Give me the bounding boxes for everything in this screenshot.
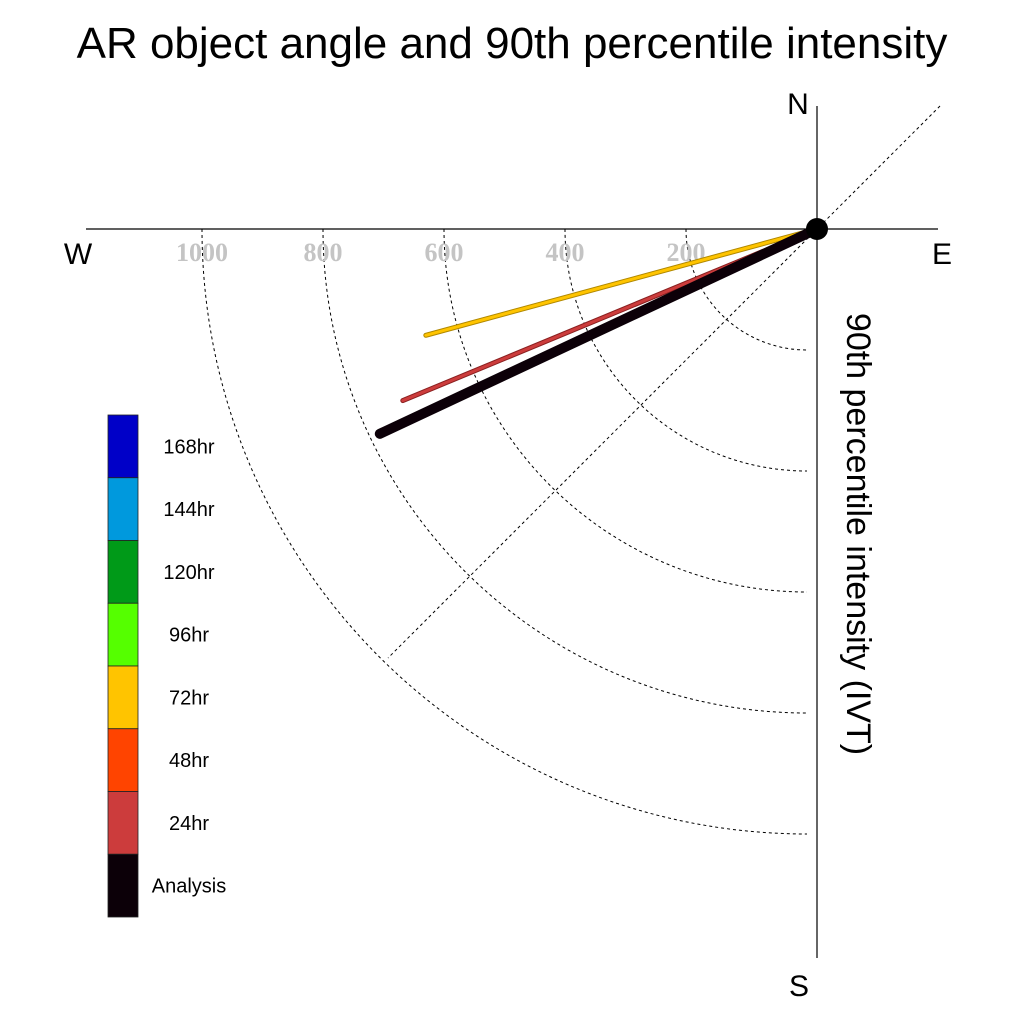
radial-tick-label: 1000 — [176, 238, 228, 267]
legend-swatch — [107, 477, 139, 541]
legend: 168hr 144hr 120hr 96hr 72hr 48hr 24hr Analysis — [107, 414, 226, 918]
grid-diagonal — [387, 105, 941, 659]
legend-label: 24hr — [169, 813, 209, 835]
legend-swatch — [107, 540, 139, 604]
legend-swatch — [107, 791, 139, 855]
compass-east-label: E — [932, 238, 952, 271]
compass-west-label: W — [64, 238, 93, 271]
series-vector — [424, 227, 819, 337]
legend-label: 144hr — [163, 499, 214, 521]
grid-arc — [443, 228, 808, 593]
grid-layer — [201, 105, 941, 835]
radial-tick-label: 400 — [546, 238, 585, 267]
origin-marker — [806, 218, 828, 240]
radial-tick-label: 800 — [304, 238, 343, 267]
grid-arc — [322, 228, 808, 714]
legend-label: 72hr — [169, 687, 209, 709]
y-axis-label: 90th percentile intensity (IVT) — [839, 313, 877, 755]
legend-swatch — [107, 602, 139, 667]
grid-arc — [201, 228, 808, 835]
legend-label: Analysis — [152, 876, 226, 898]
compass-south-label: S — [789, 970, 809, 1003]
legend-label: 96hr — [169, 625, 209, 647]
grid-arc — [564, 228, 808, 472]
legend-label: 48hr — [169, 750, 209, 772]
legend-swatch — [107, 853, 139, 918]
legend-label: 120hr — [163, 562, 214, 584]
legend-swatch — [107, 414, 139, 479]
legend-label: 168hr — [163, 436, 214, 458]
grid-arc — [685, 228, 808, 351]
series-layer — [374, 224, 822, 439]
legend-swatch — [107, 665, 139, 730]
compass-north-label: N — [787, 88, 809, 121]
radial-tick-label: 600 — [425, 238, 464, 267]
chart-title: AR object angle and 90th percentile inte… — [77, 19, 948, 68]
series-vector — [375, 225, 821, 438]
axes-layer — [86, 106, 938, 958]
legend-swatch — [107, 728, 139, 792]
